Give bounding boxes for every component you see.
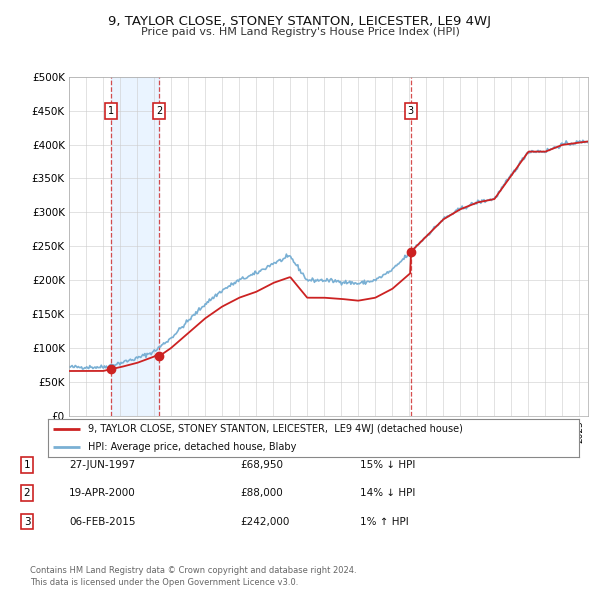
Text: 9, TAYLOR CLOSE, STONEY STANTON, LEICESTER,  LE9 4WJ (detached house): 9, TAYLOR CLOSE, STONEY STANTON, LEICEST… <box>88 424 463 434</box>
Text: 2: 2 <box>23 489 31 498</box>
Text: 06-FEB-2015: 06-FEB-2015 <box>69 517 136 526</box>
Text: 15% ↓ HPI: 15% ↓ HPI <box>360 460 415 470</box>
Text: £242,000: £242,000 <box>240 517 289 526</box>
Text: 1% ↑ HPI: 1% ↑ HPI <box>360 517 409 526</box>
Text: 3: 3 <box>23 517 31 526</box>
Text: 19-APR-2000: 19-APR-2000 <box>69 489 136 498</box>
Text: Price paid vs. HM Land Registry's House Price Index (HPI): Price paid vs. HM Land Registry's House … <box>140 27 460 37</box>
Text: £68,950: £68,950 <box>240 460 283 470</box>
Text: Contains HM Land Registry data © Crown copyright and database right 2024.
This d: Contains HM Land Registry data © Crown c… <box>30 566 356 587</box>
Bar <box>112 77 159 416</box>
Text: 9, TAYLOR CLOSE, STONEY STANTON, LEICESTER, LE9 4WJ: 9, TAYLOR CLOSE, STONEY STANTON, LEICEST… <box>109 15 491 28</box>
Text: 14% ↓ HPI: 14% ↓ HPI <box>360 489 415 498</box>
Text: £88,000: £88,000 <box>240 489 283 498</box>
Text: HPI: Average price, detached house, Blaby: HPI: Average price, detached house, Blab… <box>88 442 296 452</box>
Text: 27-JUN-1997: 27-JUN-1997 <box>69 460 135 470</box>
Text: 3: 3 <box>408 106 414 116</box>
Text: 1: 1 <box>23 460 31 470</box>
Text: 1: 1 <box>109 106 115 116</box>
Text: 2: 2 <box>156 106 163 116</box>
